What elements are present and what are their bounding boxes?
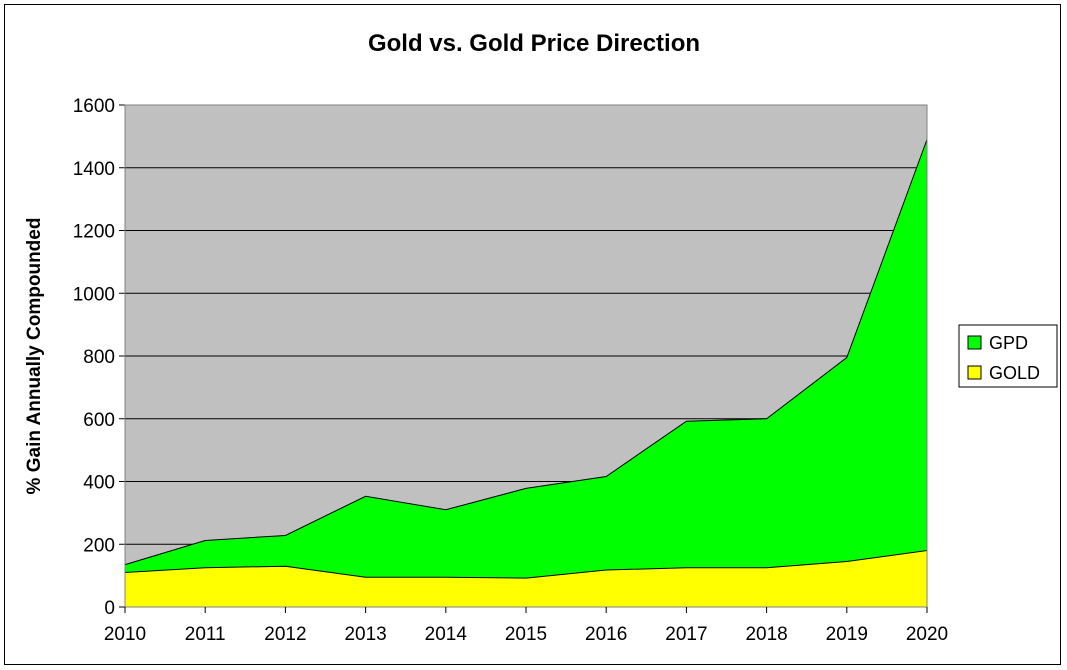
x-tick-label: 2013 — [344, 624, 386, 645]
y-tick-label: 1400 — [73, 159, 115, 180]
y-tick-label: 1000 — [73, 284, 115, 305]
y-tick-label: 600 — [83, 410, 115, 431]
x-tick-label: 2020 — [906, 624, 948, 645]
chart-frame: Gold vs. Gold Price Direction 0 200 400 600… — [4, 4, 1061, 665]
x-tick-label: 2017 — [665, 624, 707, 645]
x-tick-label: 2018 — [745, 624, 787, 645]
legend-swatch-gpd — [967, 335, 982, 350]
y-tick-label: 400 — [83, 473, 115, 494]
x-tick-label: 2011 — [185, 624, 226, 645]
area-gpd — [124, 139, 928, 608]
y-axis-label: % Gain Annually Compounded — [24, 218, 45, 495]
legend-label-gold: GOLD — [989, 363, 1040, 383]
x-tick-label: 2015 — [505, 624, 547, 645]
x-tick-labels: 2010 2011 2012 2013 2014 2015 2016 2017 2018 2019… — [104, 624, 948, 645]
x-tick-label: 2014 — [425, 624, 468, 645]
x-tick-label: 2010 — [104, 624, 146, 645]
axes — [119, 104, 928, 613]
y-tick-label: 800 — [83, 347, 115, 368]
x-tick-label: 2016 — [585, 624, 627, 645]
area-series — [124, 139, 928, 608]
y-tick-label: 1600 — [73, 96, 115, 117]
y-tick-labels: 0 200 400 600 800 1000 1200 1400 1600 — [73, 96, 115, 619]
legend-swatch-gold — [967, 365, 982, 380]
chart-title: Gold vs. Gold Price Direction — [368, 30, 700, 57]
legend: GPD GOLD — [958, 324, 1058, 388]
legend-label-gpd: GPD — [989, 333, 1028, 353]
area-gold — [124, 549, 928, 608]
x-tick-label: 2012 — [264, 624, 306, 645]
y-tick-label: 1200 — [73, 222, 115, 243]
y-tick-label: 200 — [83, 535, 115, 556]
chart-svg: Gold vs. Gold Price Direction 0 200 400 600… — [24, 30, 1058, 645]
y-tick-label: 0 — [104, 598, 115, 619]
x-tick-label: 2019 — [826, 624, 868, 645]
